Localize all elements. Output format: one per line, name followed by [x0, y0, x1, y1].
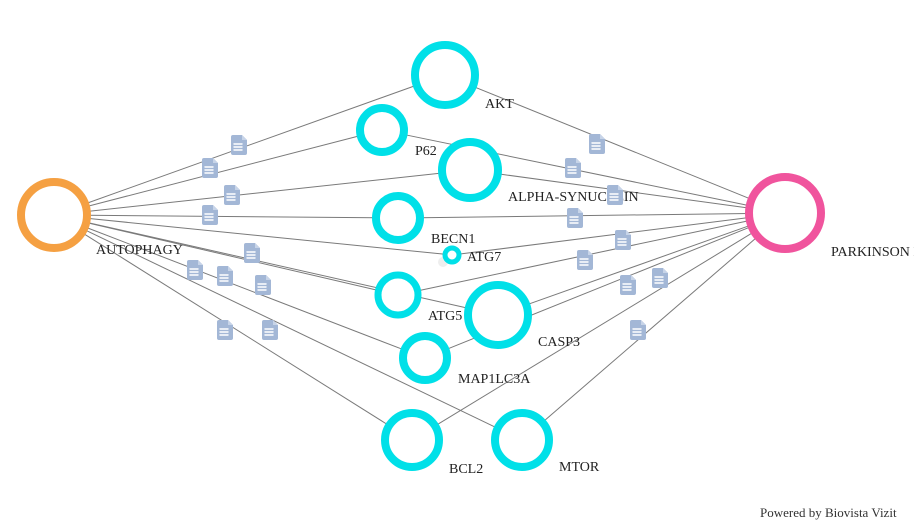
node-alpha[interactable] [442, 142, 498, 198]
document-icon[interactable] [615, 230, 631, 250]
node-label-mtor: MTOR [559, 460, 599, 476]
node-label-atg5: ATG5 [428, 309, 462, 325]
edge [542, 237, 757, 423]
node-label-becn1: BECN1 [431, 232, 475, 248]
node-label-atg7: ATG7 [467, 250, 501, 266]
node-atg5[interactable] [378, 275, 418, 315]
node-mtor[interactable] [495, 413, 549, 467]
node-map1lc3a[interactable] [403, 336, 447, 380]
document-icon[interactable] [202, 205, 218, 225]
document-icon[interactable] [577, 250, 593, 270]
node-becn1[interactable] [376, 196, 420, 240]
document-icon[interactable] [620, 275, 636, 295]
node-label-p62: P62 [415, 144, 437, 160]
document-icon[interactable] [589, 134, 605, 154]
node-label-akt: AKT [485, 97, 514, 113]
document-icon[interactable] [565, 158, 581, 178]
document-icon[interactable] [217, 320, 233, 340]
document-icon[interactable] [607, 185, 623, 205]
document-icon[interactable] [202, 158, 218, 178]
document-icon[interactable] [217, 266, 233, 286]
node-label-parkinson: PARKINSON DISEA [831, 245, 914, 261]
node-atg7[interactable] [445, 248, 459, 262]
node-akt[interactable] [415, 45, 475, 105]
node-label-bcl2: BCL2 [449, 462, 483, 478]
document-icon[interactable] [231, 135, 247, 155]
node-label-map1lc3a: MAP1LC3A [458, 372, 530, 388]
node-bcl2[interactable] [385, 413, 439, 467]
document-icon[interactable] [652, 268, 668, 288]
network-graph [0, 0, 914, 520]
document-icon[interactable] [255, 275, 271, 295]
document-icon[interactable] [630, 320, 646, 340]
node-label-autophagy: AUTOPHAGY [96, 243, 183, 259]
edge [473, 86, 752, 199]
edge [82, 233, 389, 426]
node-parkinson[interactable] [749, 177, 821, 249]
node-autophagy[interactable] [21, 182, 87, 248]
node-label-casp3: CASP3 [538, 335, 580, 351]
document-icon[interactable] [567, 208, 583, 228]
document-icon[interactable] [187, 260, 203, 280]
footer-credit: Powered by Biovista Vizit [760, 505, 897, 520]
edge [420, 213, 749, 217]
node-casp3[interactable] [468, 285, 528, 345]
document-icon[interactable] [224, 185, 240, 205]
edge [526, 225, 751, 305]
document-icon[interactable] [262, 320, 278, 340]
edge [87, 215, 376, 218]
node-p62[interactable] [360, 108, 404, 152]
edge [84, 229, 498, 428]
document-icon[interactable] [244, 243, 260, 263]
edge [459, 218, 749, 255]
